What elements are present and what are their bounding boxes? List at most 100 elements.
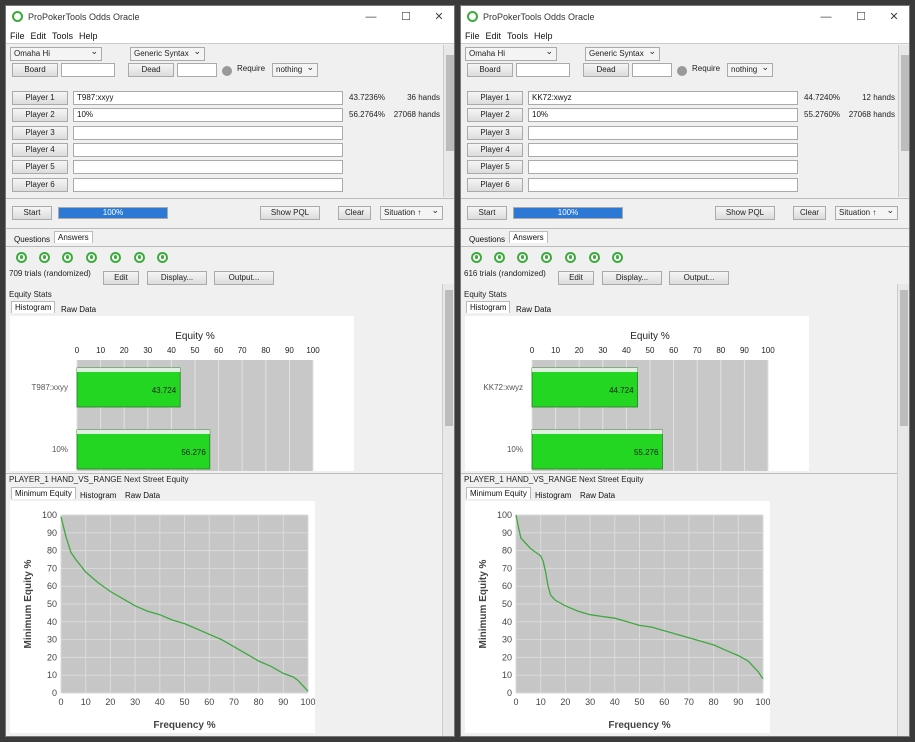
start-button[interactable]: Start (467, 206, 507, 220)
close-icon[interactable]: ✕ (889, 11, 899, 23)
clear-button[interactable]: Clear (793, 206, 826, 220)
scroll-thumb[interactable] (446, 55, 454, 151)
game-select[interactable]: Omaha Hi (465, 45, 557, 61)
player-6-hand-input[interactable] (73, 177, 343, 192)
dead-button[interactable]: Dead (128, 63, 174, 77)
player-3-hand-input[interactable] (528, 125, 798, 140)
dead-input[interactable] (632, 63, 672, 77)
answer-icon[interactable] (86, 252, 97, 263)
players-scrollbar[interactable] (443, 45, 454, 197)
syntax-select[interactable]: Generic Syntax (585, 45, 660, 61)
require-select[interactable]: nothing (727, 61, 773, 77)
player-4-button[interactable]: Player 4 (467, 142, 523, 157)
scroll-thumb[interactable] (900, 290, 908, 426)
scroll-thumb[interactable] (445, 290, 453, 426)
show-pql-button[interactable]: Show PQL (260, 206, 320, 220)
player-6-button[interactable]: Player 6 (12, 177, 68, 192)
menu-help[interactable]: Help (79, 31, 98, 41)
game-select[interactable]: Omaha Hi (10, 45, 102, 61)
player-1-hand-input[interactable]: KK72:xwyz (528, 91, 798, 105)
edit-button[interactable]: Edit (103, 271, 139, 285)
output-button[interactable]: Output... (214, 271, 274, 285)
player-5-button[interactable]: Player 5 (12, 160, 68, 175)
tab-raw-data[interactable]: Raw Data (61, 305, 97, 314)
answer-icon[interactable] (16, 252, 27, 263)
tab-raw-data[interactable]: Raw Data (516, 305, 552, 314)
answer-icon[interactable] (110, 252, 121, 263)
player-2-hand-input[interactable]: 10% (73, 108, 343, 123)
minimize-icon[interactable]: — (365, 11, 377, 23)
player-4-button[interactable]: Player 4 (12, 142, 68, 157)
player-4-hand-input[interactable] (73, 142, 343, 157)
minimize-icon[interactable]: — (820, 11, 832, 23)
require-select[interactable]: nothing (272, 61, 318, 77)
board-input[interactable] (516, 63, 570, 77)
player-1-hand-input[interactable]: T987:xxyy (73, 91, 343, 105)
answer-icon[interactable] (494, 252, 505, 263)
menu-edit[interactable]: Edit (30, 31, 47, 41)
player-3-button[interactable]: Player 3 (467, 125, 523, 140)
board-button[interactable]: Board (467, 63, 513, 77)
answer-icon[interactable] (62, 252, 73, 263)
menu-tools[interactable]: Tools (52, 31, 74, 41)
player-6-button[interactable]: Player 6 (467, 177, 523, 192)
players-scrollbar[interactable] (898, 45, 909, 197)
menu-file[interactable]: File (10, 31, 25, 41)
tab-minimum-equity[interactable]: Minimum Equity (466, 487, 531, 499)
dead-button[interactable]: Dead (583, 63, 629, 77)
player-2-button[interactable]: Player 2 (467, 108, 523, 123)
player-5-hand-input[interactable] (528, 160, 798, 175)
situation-select[interactable]: Situation ↑ (380, 204, 443, 220)
dead-input[interactable] (177, 63, 217, 77)
player-6-hand-input[interactable] (528, 177, 798, 192)
menu-file[interactable]: File (465, 31, 480, 41)
answer-icon[interactable] (612, 252, 623, 263)
tab-raw-data-nse[interactable]: Raw Data (580, 491, 616, 500)
scroll-thumb[interactable] (901, 55, 909, 151)
output-button[interactable]: Output... (669, 271, 729, 285)
tab-questions[interactable]: Questions (469, 235, 506, 244)
answer-icon[interactable] (39, 252, 50, 263)
clear-button[interactable]: Clear (338, 206, 371, 220)
tab-answers[interactable]: Answers (509, 231, 548, 243)
tab-raw-data-nse[interactable]: Raw Data (125, 491, 161, 500)
situation-select[interactable]: Situation ↑ (835, 204, 898, 220)
answer-icon[interactable] (517, 252, 528, 263)
player-2-hand-input[interactable]: 10% (528, 108, 798, 123)
player-5-hand-input[interactable] (73, 160, 343, 175)
tab-histogram[interactable]: Histogram (11, 301, 56, 313)
display-button[interactable]: Display... (147, 271, 207, 285)
maximize-icon[interactable]: ☐ (856, 11, 866, 23)
tab-questions[interactable]: Questions (14, 235, 51, 244)
results-scrollbar[interactable] (897, 284, 909, 736)
answer-icon[interactable] (471, 252, 482, 263)
board-input[interactable] (61, 63, 115, 77)
start-button[interactable]: Start (12, 206, 52, 220)
maximize-icon[interactable]: ☐ (401, 11, 411, 23)
display-button[interactable]: Display... (602, 271, 662, 285)
tab-minimum-equity[interactable]: Minimum Equity (11, 487, 76, 499)
player-4-hand-input[interactable] (528, 142, 798, 157)
edit-button[interactable]: Edit (558, 271, 594, 285)
player-1-button[interactable]: Player 1 (467, 91, 523, 105)
player-1-button[interactable]: Player 1 (12, 91, 68, 105)
menu-help[interactable]: Help (534, 31, 553, 41)
player-2-button[interactable]: Player 2 (12, 108, 68, 123)
menu-tools[interactable]: Tools (507, 31, 529, 41)
tab-histogram-nse[interactable]: Histogram (535, 491, 572, 500)
board-button[interactable]: Board (12, 63, 58, 77)
tab-answers[interactable]: Answers (54, 231, 93, 243)
menu-edit[interactable]: Edit (485, 31, 502, 41)
show-pql-button[interactable]: Show PQL (715, 206, 775, 220)
tab-histogram-nse[interactable]: Histogram (80, 491, 117, 500)
results-scrollbar[interactable] (442, 284, 454, 736)
answer-icon[interactable] (589, 252, 600, 263)
answer-icon[interactable] (565, 252, 576, 263)
answer-icon[interactable] (541, 252, 552, 263)
player-5-button[interactable]: Player 5 (467, 160, 523, 175)
close-icon[interactable]: ✕ (434, 11, 444, 23)
tab-histogram[interactable]: Histogram (466, 301, 511, 313)
player-3-button[interactable]: Player 3 (12, 125, 68, 140)
player-3-hand-input[interactable] (73, 125, 343, 140)
answer-icon[interactable] (134, 252, 145, 263)
